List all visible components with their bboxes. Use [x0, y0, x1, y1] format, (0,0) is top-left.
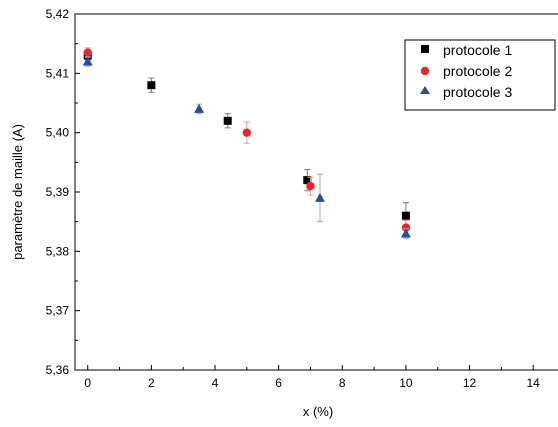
data-point — [400, 228, 411, 238]
y-axis: 5,36 5,37 5,38 5,39 5,40 5,41 5,42 — [46, 7, 80, 377]
y-tick-label: 5,38 — [46, 244, 70, 258]
legend-marker-protocole-2 — [420, 66, 430, 76]
data-point — [306, 181, 315, 191]
data-point — [82, 56, 93, 66]
data-point — [303, 176, 312, 185]
x-tick-label: 6 — [275, 376, 282, 390]
x-tick-label: 10 — [399, 376, 413, 390]
x-tick-label: 14 — [527, 376, 541, 390]
x-tick-label: 0 — [84, 376, 91, 390]
series-layer — [82, 47, 411, 239]
data-point — [194, 103, 205, 113]
data-point — [147, 81, 156, 90]
y-tick-label: 5,41 — [46, 66, 70, 80]
x-tick-label: 8 — [339, 376, 346, 390]
legend-label-protocole-2: protocole 2 — [443, 63, 512, 79]
legend: protocole 1 protocole 2 protocole 3 — [404, 39, 556, 111]
y-tick-label: 5,40 — [46, 126, 70, 140]
series-2 — [83, 47, 411, 236]
data-point — [223, 116, 232, 125]
data-point — [315, 192, 325, 202]
data-point — [242, 128, 252, 137]
legend-label-protocole-1: protocole 1 — [443, 42, 512, 58]
x-tick-label: 2 — [148, 376, 155, 390]
legend-box — [404, 39, 556, 111]
x-tick-label: 4 — [212, 376, 219, 390]
y-tick-label: 5,37 — [46, 304, 70, 318]
series-3 — [82, 56, 411, 239]
y-tick-label: 5,42 — [46, 7, 70, 21]
y-axis-title: paramètre de maille (A) — [10, 124, 25, 260]
legend-marker-protocole-3 — [420, 86, 430, 94]
y-tick-label: 5,36 — [46, 363, 70, 377]
data-point — [83, 48, 92, 57]
data-point — [401, 211, 410, 220]
x-axis: 0 2 4 6 8 10 12 14 — [84, 365, 540, 390]
legend-marker-protocole-1 — [421, 45, 429, 53]
legend-label-protocole-3: protocole 3 — [443, 84, 512, 100]
y-tick-label: 5,39 — [46, 185, 70, 199]
data-point — [401, 223, 411, 232]
x-axis-title: x (%) — [303, 404, 333, 419]
x-tick-label: 12 — [463, 376, 477, 390]
